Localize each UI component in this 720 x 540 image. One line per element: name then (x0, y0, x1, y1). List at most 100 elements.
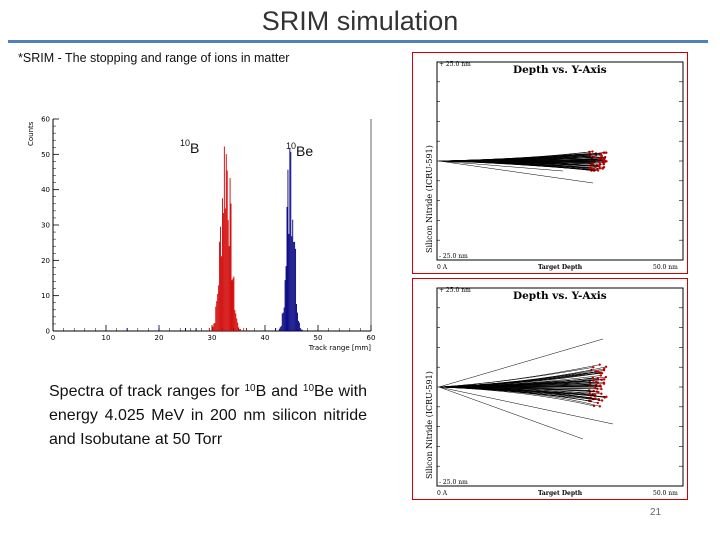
ion-track (438, 386, 596, 389)
page-number: 21 (650, 507, 662, 518)
ion-stop-point (598, 160, 601, 164)
ion-stop-point (592, 155, 596, 159)
ion-stop-point (598, 167, 602, 170)
srim-top-tracks (438, 150, 608, 184)
srim-bottom-ytop: + 25.0 nm (439, 287, 471, 294)
ion-stop-point (587, 167, 591, 170)
ion-track (438, 386, 614, 425)
ion-stop-point (604, 375, 608, 379)
track-range-histogram: 0 10 20 30 40 50 60 0 10 20 30 40 50 60 Counts Track … (27, 116, 375, 353)
x-tick-label: 0 (51, 334, 55, 342)
srim-top-ytop: + 25.0 nm (439, 61, 471, 68)
ion-stop-point (602, 381, 606, 384)
x-tick-label: 10 (102, 334, 111, 342)
ion-stop-point (600, 392, 603, 395)
figure-caption: Spectra of track ranges for 10B and 10Be… (49, 383, 367, 448)
ion-stop-point (595, 390, 599, 393)
y-tick-label: 0 (46, 328, 50, 336)
srim-top-x-left: 0 A (437, 264, 448, 271)
ion-track (438, 386, 598, 404)
srim-plot-top: Depth vs. Y-Axis + 25.0 nm - 25.0 nm Sil… (412, 52, 688, 274)
ion-track (438, 160, 564, 172)
srim-plot-bottom: Depth vs. Y-Axis + 25.0 nm - 25.0 nm Sil… (412, 278, 688, 500)
ion-stop-point (600, 378, 604, 381)
x-tick-label: 60 (367, 334, 376, 342)
beryllium-label: 10Be (286, 141, 314, 159)
ion-stop-point (598, 363, 601, 366)
ion-track (438, 160, 594, 184)
srim-bottom-title: Depth vs. Y-Axis (513, 290, 607, 302)
ion-stop-point (592, 389, 595, 393)
ion-stop-point (599, 156, 602, 159)
y-tick-label: 50 (41, 151, 50, 159)
x-tick-label: 40 (261, 334, 270, 342)
ion-stop-point (596, 377, 600, 381)
ion-track (438, 364, 600, 388)
srim-top-title: Depth vs. Y-Axis (513, 64, 607, 76)
srim-top-ybottom: - 25.0 nm (439, 253, 468, 260)
y-tick-label: 20 (41, 257, 50, 265)
ion-track (438, 160, 600, 163)
ion-stop-point (599, 153, 603, 156)
srim-bottom-x-left: 0 A (437, 490, 448, 497)
srim-bottom-ticks (437, 307, 683, 467)
srim-plot-bottom-canvas: Depth vs. Y-Axis + 25.0 nm - 25.0 nm Sil… (425, 287, 684, 497)
srim-plot-top-canvas: Depth vs. Y-Axis + 25.0 nm - 25.0 nm Sil… (425, 61, 684, 271)
srim-bottom-x-right: 50.0 nm (653, 490, 678, 497)
ion-stop-point (602, 378, 606, 381)
x-tick-label: 50 (314, 334, 323, 342)
boron-label: 10B (180, 138, 200, 156)
ion-stop-point (596, 401, 600, 405)
srim-bottom-x-center: Target Depth (538, 490, 583, 497)
srim-bottom-yaxis-label: Silicon Nitride (ICRU-591) (425, 371, 434, 479)
histogram-y-label: Counts (27, 121, 35, 146)
ion-track (438, 160, 599, 171)
ion-stop-point (596, 169, 600, 172)
ion-stop-point (594, 397, 597, 400)
ion-track (438, 386, 584, 440)
ion-stop-point (598, 405, 602, 408)
histogram-axes (52, 119, 372, 332)
ion-stop-point (594, 165, 597, 168)
ion-stop-point (602, 158, 605, 162)
boron-spectrum (208, 146, 247, 331)
ion-stop-point (592, 379, 595, 382)
ion-track (438, 372, 602, 388)
ion-stop-point (599, 374, 603, 377)
ion-stop-point (588, 392, 592, 395)
ion-stop-point (591, 150, 594, 153)
title-divider (8, 40, 708, 43)
ion-stop-point (592, 366, 595, 369)
ion-stop-point (601, 167, 604, 170)
ion-stop-point (605, 151, 608, 154)
x-tick-label: 30 (208, 334, 217, 342)
ion-stop-point (591, 376, 595, 380)
ion-stop-point (605, 395, 608, 399)
ion-stop-point (597, 384, 601, 388)
y-tick-label: 10 (41, 292, 50, 300)
beryllium-spectrum (126, 147, 303, 331)
ion-stop-point (592, 404, 596, 408)
ion-stop-point (596, 387, 599, 390)
histogram-x-label: Track range [mm] (308, 344, 371, 352)
ion-stop-point (588, 383, 592, 386)
slide-subtitle: *SRIM - The stopping and range of ions i… (18, 51, 290, 65)
ion-track (438, 368, 605, 388)
srim-top-x-right: 50.0 nm (653, 264, 678, 271)
ion-stop-point (595, 370, 598, 374)
srim-bottom-ybottom: - 25.0 nm (439, 479, 468, 486)
ion-stop-point (603, 160, 606, 164)
x-tick-label: 20 (155, 334, 164, 342)
y-tick-label: 60 (41, 116, 50, 124)
ion-track (438, 338, 604, 388)
ion-stop-point (594, 386, 597, 389)
ion-stop-point (604, 365, 608, 368)
srim-top-ticks (437, 81, 683, 241)
ion-stop-point (603, 367, 606, 371)
ion-track (438, 380, 594, 388)
y-tick-label: 40 (41, 186, 50, 194)
y-tick-label: 30 (41, 222, 50, 230)
srim-top-yaxis-label: Silicon Nitride (ICRU-591) (425, 145, 434, 253)
histogram-ticks: 0 10 20 30 40 50 60 0 10 20 30 40 50 60 (41, 116, 375, 343)
ion-track (438, 156, 594, 162)
